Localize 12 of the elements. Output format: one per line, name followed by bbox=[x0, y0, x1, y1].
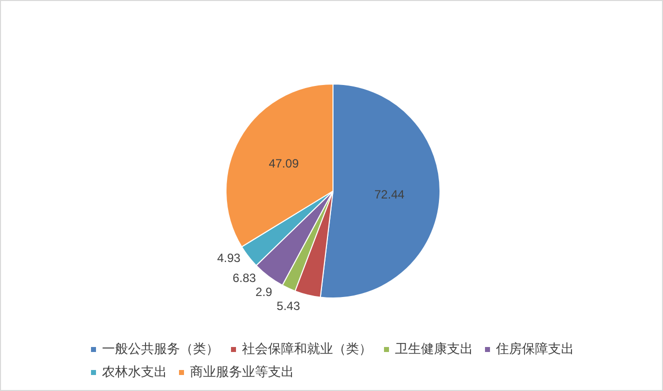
data-label: 2.9 bbox=[256, 284, 273, 299]
legend-label: 住房保障支出 bbox=[495, 341, 574, 357]
legend-label: 社会保障和就业（类） bbox=[242, 342, 372, 357]
data-label: 4.93 bbox=[217, 250, 241, 265]
data-label: 47.09 bbox=[268, 156, 300, 170]
legend-label: 农林水支出 bbox=[102, 365, 167, 380]
data-label: 72.44 bbox=[374, 187, 405, 202]
legend-label: 卫生健康支出 bbox=[395, 342, 473, 357]
legend-label: 商业服务业等支出 bbox=[190, 365, 294, 380]
data-label: 6.83 bbox=[232, 270, 256, 285]
data-label: 5.43 bbox=[276, 298, 300, 313]
legend-label: 一般公共服务（类） bbox=[102, 342, 219, 357]
